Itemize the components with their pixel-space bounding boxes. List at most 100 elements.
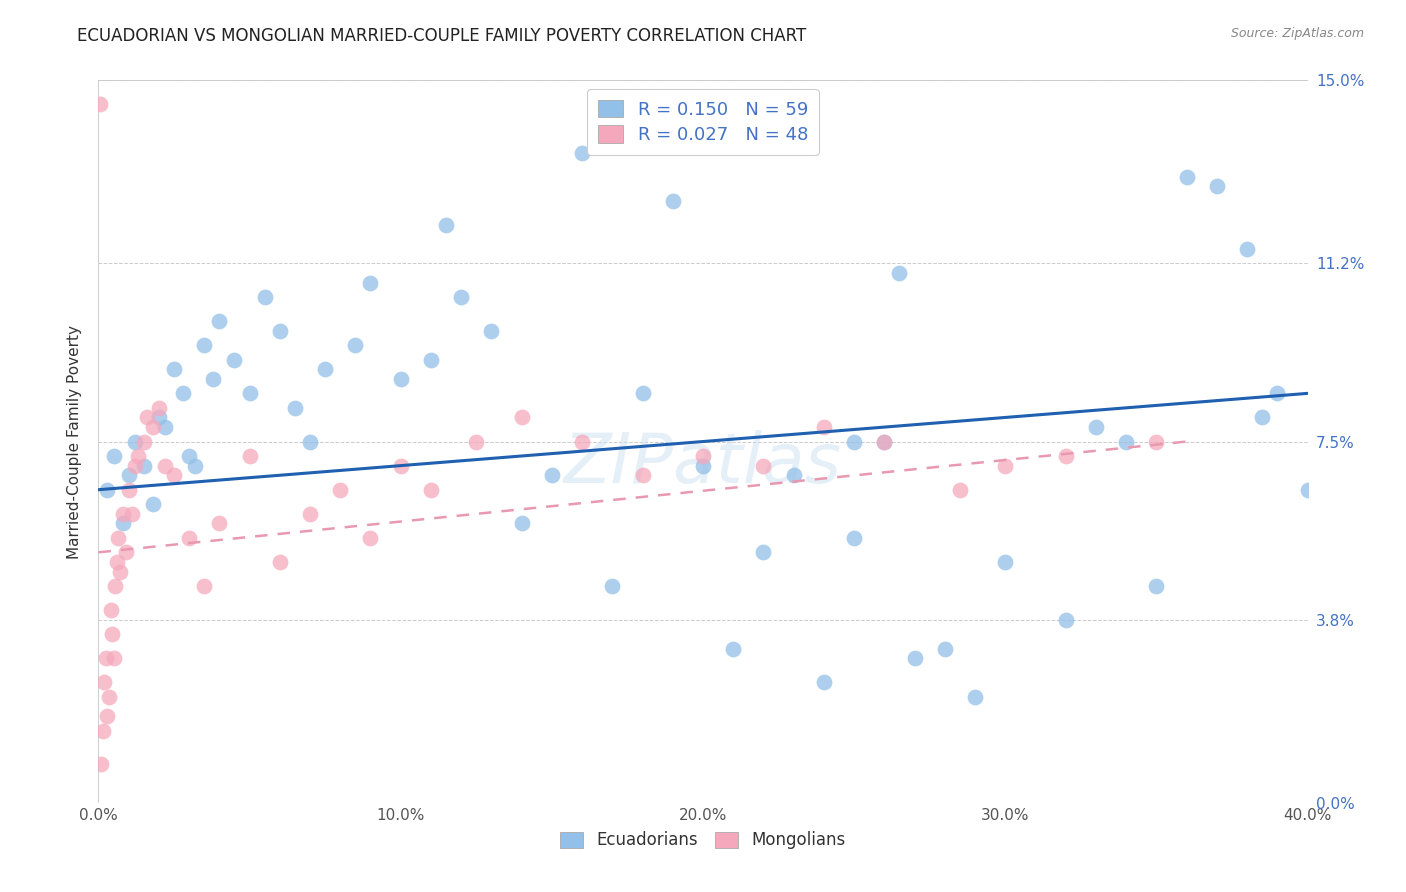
Point [420, 483, 443, 497]
Text: ZIPatlas: ZIPatlas [564, 430, 842, 497]
Point [1054, 449, 1077, 463]
Point [540, 468, 562, 483]
Point [148, 410, 170, 425]
Point [239, 449, 262, 463]
Point [179, 449, 201, 463]
Point [389, 372, 412, 386]
Legend: Ecuadorians, Mongolians: Ecuadorians, Mongolians [554, 824, 852, 856]
Point [934, 641, 956, 656]
Point [153, 420, 176, 434]
Point [994, 458, 1017, 473]
Point [93, 675, 115, 690]
Point [91, 723, 114, 738]
Point [269, 324, 291, 338]
Point [172, 386, 194, 401]
Point [202, 372, 225, 386]
Point [253, 290, 276, 304]
Point [127, 449, 149, 463]
Point [118, 483, 141, 497]
Point [96, 483, 118, 497]
Point [148, 401, 170, 415]
Point [1085, 420, 1108, 434]
Point [163, 362, 186, 376]
Point [299, 434, 322, 449]
Point [844, 434, 866, 449]
Point [360, 531, 382, 545]
Point [314, 362, 336, 376]
Point [1146, 579, 1168, 593]
Point [752, 545, 775, 559]
Point [184, 458, 207, 473]
Point [96, 709, 118, 723]
Point [602, 579, 624, 593]
Point [329, 483, 352, 497]
Point [101, 627, 124, 641]
Point [121, 507, 143, 521]
Point [124, 458, 146, 473]
Point [360, 276, 382, 290]
Point [994, 555, 1017, 569]
Text: Source: ZipAtlas.com: Source: ZipAtlas.com [1230, 27, 1364, 40]
Point [163, 468, 186, 483]
Point [103, 651, 125, 665]
Point [631, 468, 654, 483]
Point [105, 555, 128, 569]
Point [510, 410, 533, 425]
Point [193, 579, 215, 593]
Point [344, 338, 367, 352]
Point [153, 458, 176, 473]
Point [90, 757, 112, 772]
Point [723, 641, 745, 656]
Point [692, 449, 714, 463]
Point [1146, 434, 1168, 449]
Point [571, 434, 593, 449]
Point [193, 338, 215, 352]
Point [1054, 613, 1077, 627]
Point [571, 145, 593, 160]
Point [89, 97, 111, 112]
Point [783, 468, 806, 483]
Point [631, 386, 654, 401]
Point [1236, 242, 1258, 256]
Point [813, 675, 835, 690]
Point [692, 458, 714, 473]
Point [873, 434, 896, 449]
Point [389, 458, 412, 473]
Point [107, 531, 129, 545]
Point [420, 352, 443, 367]
Point [135, 410, 157, 425]
Point [481, 324, 503, 338]
Point [142, 420, 165, 434]
Point [284, 401, 307, 415]
Point [100, 603, 122, 617]
Point [450, 290, 472, 304]
Point [1267, 386, 1289, 401]
Point [465, 434, 488, 449]
Point [889, 266, 911, 280]
Point [813, 420, 835, 434]
Point [1115, 434, 1137, 449]
Point [142, 497, 165, 511]
Point [94, 651, 117, 665]
Point [118, 468, 141, 483]
Point [269, 555, 291, 569]
Point [1206, 179, 1229, 194]
Point [434, 218, 457, 232]
Point [132, 458, 155, 473]
Point [299, 507, 322, 521]
Point [98, 690, 121, 704]
Point [179, 531, 201, 545]
Point [208, 314, 231, 328]
Point [239, 386, 262, 401]
Point [132, 434, 155, 449]
Point [904, 651, 927, 665]
Point [1251, 410, 1274, 425]
Point [1296, 483, 1319, 497]
Point [224, 352, 246, 367]
Point [844, 531, 866, 545]
Y-axis label: Married-Couple Family Poverty: Married-Couple Family Poverty [67, 325, 83, 558]
Point [111, 507, 134, 521]
Point [873, 434, 896, 449]
Point [108, 565, 131, 579]
Point [114, 545, 136, 559]
